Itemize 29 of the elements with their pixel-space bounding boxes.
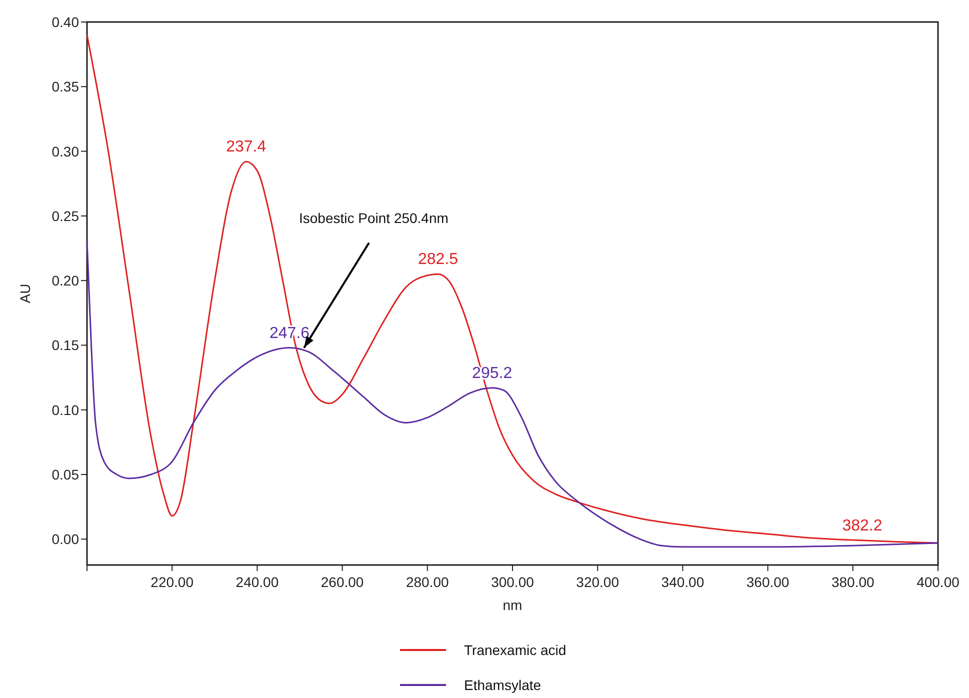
line-series [86, 241, 939, 548]
x-tick-label: 340.00 [661, 574, 704, 590]
x-tick-label: 400.00 [916, 574, 960, 590]
y-tick-label: 0.20 [52, 272, 80, 289]
y-tick-label: 0.30 [52, 143, 80, 160]
annotation: Isobestic Point 250.4nm [299, 210, 448, 226]
x-tick-label: 300.00 [491, 574, 534, 590]
x-tick-label: 380.00 [831, 574, 875, 590]
y-tick-label: 0.05 [52, 466, 80, 482]
x-tick-label: 360.00 [746, 574, 790, 590]
y-tick-label: 0.10 [52, 402, 80, 418]
legend-label: Tranexamic acid [464, 642, 566, 658]
x-axis-title: nm [502, 597, 522, 613]
annotation: 282.5 [418, 251, 458, 268]
x-tick-label: 220.00 [150, 574, 194, 590]
y-tick-label: 0.25 [52, 208, 80, 224]
y-tick-label: 0.00 [52, 531, 80, 548]
y-tick-label: 0.40 [52, 14, 80, 30]
y-tick-label: 0.35 [52, 78, 80, 95]
annotation: 237.4 [226, 138, 266, 156]
x-tick-label: 280.00 [406, 574, 450, 590]
annotation: 382.2 [842, 517, 882, 534]
x-tick-label: 320.00 [576, 574, 620, 590]
y-tick-label: 0.15 [52, 337, 80, 354]
legend-label: Ethamsylate [464, 677, 542, 693]
x-tick-label: 240.00 [236, 574, 279, 590]
y-axis-title: AU [17, 284, 33, 304]
line-series [86, 34, 939, 544]
x-tick-label: 260.00 [320, 574, 364, 590]
